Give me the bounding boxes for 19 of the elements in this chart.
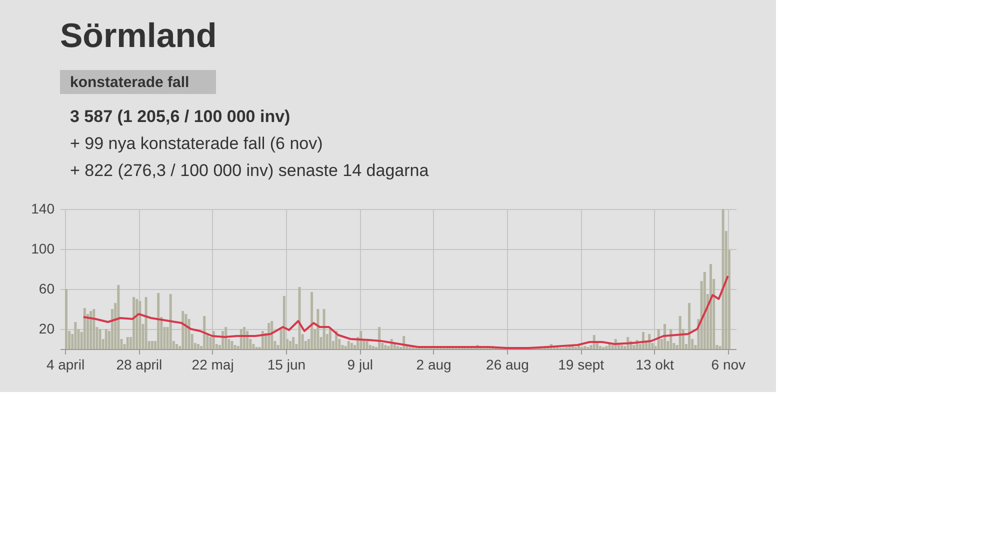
x-tick-label: 15 jun — [267, 356, 306, 372]
chart-title: Sörmland — [60, 17, 217, 55]
y-tick-label: 140 — [31, 200, 55, 216]
x-tick-label: 2 aug — [416, 356, 452, 372]
x-tick-label: 26 aug — [486, 356, 529, 372]
y-tick-label: 100 — [31, 240, 55, 256]
text: + 822 (276,3 / 100 000 inv) senaste 14 dagarna — [70, 161, 430, 180]
x-tick-label: 9 jul — [347, 356, 373, 372]
text: + 99 nya konstaterade fall (6 nov) — [70, 134, 323, 153]
x-tick-label: 4 april — [46, 356, 85, 372]
x-tick-label: 22 maj — [192, 356, 234, 372]
x-tick-label: 19 sept — [558, 356, 604, 372]
y-tick-label: 20 — [38, 320, 55, 336]
y-tick-label: 60 — [38, 280, 55, 296]
x-tick-label: 13 okt — [636, 356, 674, 372]
x-tick-label: 6 nov — [711, 356, 746, 372]
text: 3 587 (1 205,6 / 100 000 inv) — [70, 107, 290, 126]
x-tick-label: 28 april — [116, 356, 162, 372]
chart-subtitle: konstaterade fall — [70, 74, 190, 91]
